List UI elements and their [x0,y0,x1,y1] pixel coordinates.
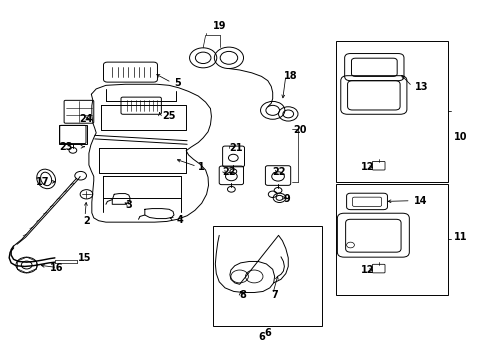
Text: 14: 14 [413,197,427,206]
Text: 7: 7 [271,290,277,300]
Text: 1: 1 [198,162,204,172]
Text: 6: 6 [264,328,271,338]
Text: 21: 21 [228,143,242,153]
Text: 9: 9 [283,194,289,203]
Text: 18: 18 [284,71,297,81]
Text: 24: 24 [79,113,93,123]
Text: 15: 15 [78,253,92,263]
Text: 12: 12 [361,265,374,275]
Text: 11: 11 [453,232,466,242]
Text: 4: 4 [176,215,183,225]
Text: 17: 17 [36,177,50,187]
Text: 5: 5 [174,78,181,88]
Text: 19: 19 [212,21,225,31]
Text: 25: 25 [162,111,175,121]
Text: 13: 13 [414,82,427,92]
Text: 6: 6 [258,332,264,342]
Text: 3: 3 [125,200,132,210]
Text: 22: 22 [222,167,236,177]
Text: 2: 2 [83,216,90,226]
Text: 12: 12 [361,162,374,172]
Text: 16: 16 [50,263,63,273]
Text: 23: 23 [59,142,72,152]
Text: 22: 22 [272,167,285,177]
Text: 20: 20 [292,125,306,135]
Text: 10: 10 [453,132,466,142]
Text: 8: 8 [239,290,246,300]
